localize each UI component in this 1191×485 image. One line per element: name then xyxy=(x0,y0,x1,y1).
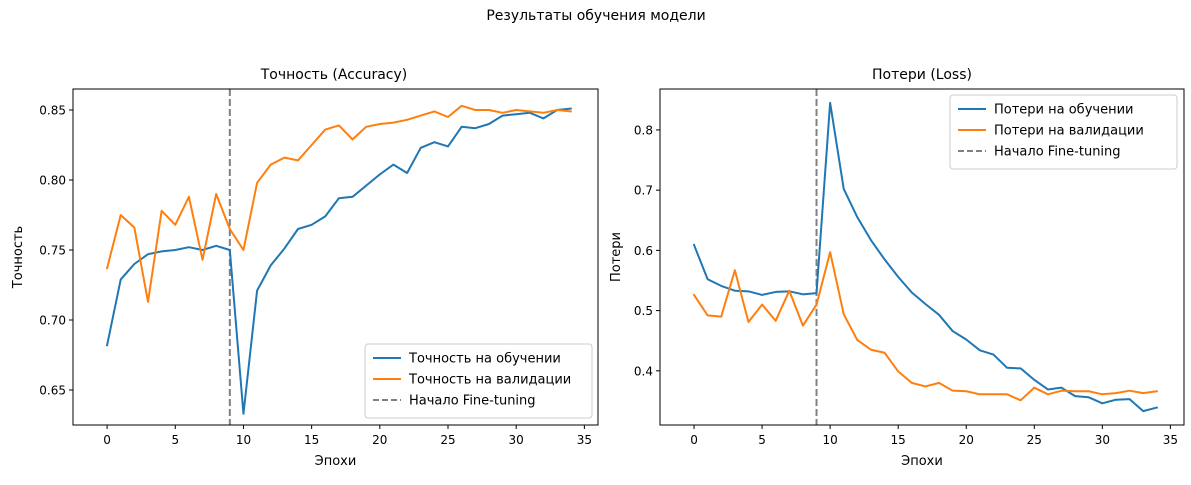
x-tick-label: 25 xyxy=(440,433,455,447)
y-tick-label: 0.7 xyxy=(634,184,653,198)
y-tick-label: 0.65 xyxy=(39,384,66,398)
x-tick-label: 35 xyxy=(577,433,592,447)
legend-val-label: Потери на валидации xyxy=(994,124,1144,139)
legend-val-label: Точность на валидации xyxy=(408,373,571,388)
y-tick-label: 0.70 xyxy=(39,314,66,328)
x-tick-label: 15 xyxy=(304,433,319,447)
loss-chart: Потери (Loss) 0 5 10 15 20 25 30 35 0.4 0.5 0.6 0.7 0… xyxy=(609,67,1185,469)
x-tick-label: 20 xyxy=(959,433,974,447)
legend-fine-tuning-label: Начало Fine-tuning xyxy=(994,145,1121,160)
x-tick-label: 0 xyxy=(690,433,698,447)
chart-title: Точность (Accuracy) xyxy=(260,67,408,83)
x-tick-label: 30 xyxy=(509,433,524,447)
axes-frame xyxy=(72,88,599,426)
axes-frame xyxy=(659,88,1185,426)
plot-area xyxy=(105,89,572,425)
x-tick-label: 5 xyxy=(758,433,766,447)
x-axis-label: Эпохи xyxy=(901,454,943,469)
legend: Потери на обучении Потери на валидации Нач… xyxy=(949,94,1178,170)
legend-train-label: Точность на обучении xyxy=(408,352,561,367)
y-tick-label: 0.6 xyxy=(634,244,653,258)
figure-suptitle: Результаты обучения модели xyxy=(486,8,705,24)
y-tick-label: 0.4 xyxy=(634,364,653,378)
x-tick-label: 10 xyxy=(236,433,251,447)
x-axis-label: Эпохи xyxy=(315,454,357,469)
legend: Точность на обучении Точность на валидаци… xyxy=(364,343,593,419)
accuracy-chart: Точность (Accuracy) 0 5 10 15 20 25 30 35 0.65 0.7… xyxy=(11,67,599,469)
val-series-line xyxy=(105,104,572,303)
y-axis-label: Потери xyxy=(609,232,624,282)
x-tick-label: 20 xyxy=(372,433,387,447)
x-tick-label: 0 xyxy=(103,433,111,447)
x-tick-label: 15 xyxy=(891,433,906,447)
plot-area xyxy=(692,89,1159,425)
legend-box xyxy=(364,343,593,419)
train-series-line xyxy=(105,107,572,415)
y-axis-label: Точность xyxy=(11,226,26,289)
y-tick-label: 0.8 xyxy=(634,123,653,137)
x-tick-label: 5 xyxy=(171,433,179,447)
y-tick-label: 0.75 xyxy=(39,244,66,258)
legend-fine-tuning-label: Начало Fine-tuning xyxy=(409,394,536,409)
y-tick-label: 0.80 xyxy=(39,174,66,188)
train-series-line xyxy=(692,101,1159,413)
y-tick-label: 0.5 xyxy=(634,304,653,318)
legend-box xyxy=(949,94,1178,170)
x-tick-label: 30 xyxy=(1095,433,1110,447)
x-tick-label: 35 xyxy=(1163,433,1178,447)
x-tick-label: 25 xyxy=(1027,433,1042,447)
legend-train-label: Потери на обучении xyxy=(994,103,1133,118)
x-tick-label: 10 xyxy=(822,433,837,447)
val-series-line xyxy=(692,251,1158,402)
chart-title: Потери (Loss) xyxy=(872,67,972,83)
y-tick-label: 0.85 xyxy=(39,104,66,118)
